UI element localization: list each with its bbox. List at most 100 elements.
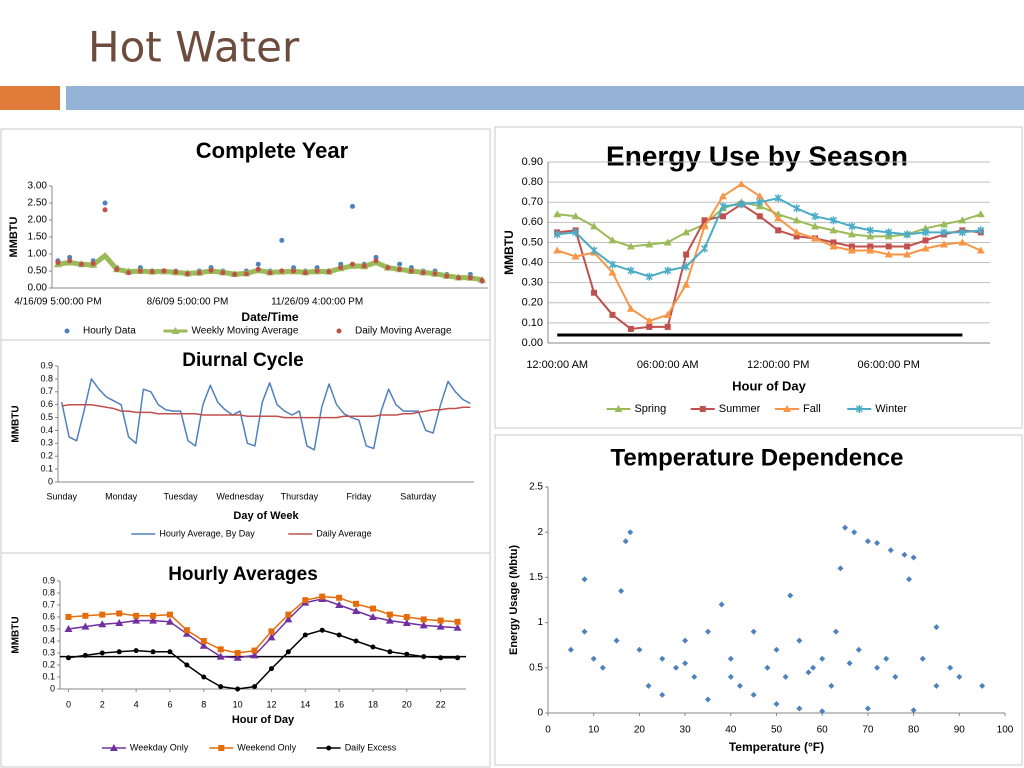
marker xyxy=(572,228,580,237)
marker xyxy=(208,267,214,273)
x-tick-label: Wednesday xyxy=(216,491,264,501)
x-tick-label: 100 xyxy=(997,725,1014,736)
marker xyxy=(700,222,709,230)
marker xyxy=(940,228,948,237)
marker xyxy=(217,646,224,653)
marker xyxy=(553,210,562,218)
marker xyxy=(609,311,616,318)
marker xyxy=(251,647,258,654)
marker xyxy=(892,673,899,680)
marker xyxy=(553,230,561,239)
series-line xyxy=(557,197,981,278)
y-tick-label: 0.1 xyxy=(40,463,53,473)
marker xyxy=(796,637,803,644)
marker xyxy=(819,655,826,662)
x-tick-label: Thursday xyxy=(281,491,319,501)
y-tick-label: 0.1 xyxy=(42,671,55,681)
marker xyxy=(133,648,139,654)
legend-label: Daily Moving Average xyxy=(355,326,452,337)
marker xyxy=(663,238,672,246)
marker xyxy=(149,616,158,624)
marker xyxy=(279,237,285,243)
marker xyxy=(385,616,394,624)
marker xyxy=(837,565,844,572)
x-axis-label: Hour of Day xyxy=(232,714,295,726)
marker xyxy=(829,216,837,225)
marker xyxy=(901,551,908,558)
marker xyxy=(184,662,190,668)
y-tick-label: 0.80 xyxy=(522,176,543,188)
marker xyxy=(102,200,108,206)
marker xyxy=(718,601,725,608)
marker xyxy=(921,244,930,252)
marker xyxy=(243,271,249,277)
marker xyxy=(82,652,88,658)
y-tick-label: 0.5 xyxy=(529,662,543,673)
marker xyxy=(627,266,635,275)
marker xyxy=(199,641,208,649)
marker xyxy=(773,700,780,707)
x-tick-label: 70 xyxy=(862,725,874,736)
marker xyxy=(370,644,376,650)
y-axis-label: MMBTU xyxy=(8,216,20,257)
marker xyxy=(830,239,837,246)
legend-label: Weekday Only xyxy=(130,742,189,752)
marker xyxy=(774,214,783,222)
marker xyxy=(436,622,445,630)
y-tick-label: 0.2 xyxy=(40,451,53,461)
x-tick-label: 4 xyxy=(134,699,139,709)
marker xyxy=(618,587,625,594)
marker xyxy=(636,646,643,653)
marker xyxy=(645,272,653,281)
marker xyxy=(701,217,708,224)
marker xyxy=(336,594,343,601)
marker xyxy=(335,601,344,608)
y-tick-label: 0 xyxy=(537,708,543,719)
marker xyxy=(444,273,450,279)
marker xyxy=(216,652,225,660)
x-tick-label: 06:00:00 PM xyxy=(858,359,920,371)
marker xyxy=(691,673,698,680)
marker xyxy=(756,198,764,207)
marker xyxy=(319,627,325,633)
marker xyxy=(903,230,911,239)
marker xyxy=(646,323,653,330)
marker xyxy=(268,666,274,672)
marker xyxy=(663,310,672,318)
marker xyxy=(201,674,207,680)
marker xyxy=(352,607,361,614)
x-axis-label: Hour of Day xyxy=(732,378,806,393)
x-axis-label: Temperature (°F) xyxy=(729,740,824,754)
chart-panel xyxy=(0,552,491,768)
marker xyxy=(847,246,856,254)
legend-label: Daily Average xyxy=(316,528,371,538)
y-axis-label: MMBTU xyxy=(502,230,516,275)
marker xyxy=(267,633,276,641)
marker xyxy=(719,202,727,211)
marker xyxy=(750,628,757,635)
x-axis-label: Day of Week xyxy=(233,510,299,522)
marker xyxy=(220,270,226,276)
marker xyxy=(285,611,292,618)
marker xyxy=(848,243,855,250)
x-tick-label: 22 xyxy=(436,699,446,709)
marker xyxy=(851,529,858,536)
marker xyxy=(887,547,894,554)
marker xyxy=(947,664,954,671)
marker xyxy=(599,664,606,671)
marker xyxy=(828,682,835,689)
marker xyxy=(419,621,428,629)
marker xyxy=(933,624,940,631)
legend-label: Hourly Data xyxy=(83,326,136,337)
legend-label: Daily Excess xyxy=(345,742,397,752)
y-tick-label: 0.60 xyxy=(522,216,543,228)
x-tick-label: 0 xyxy=(66,699,71,709)
marker xyxy=(397,266,403,272)
legend-label: Summer xyxy=(719,403,761,415)
x-tick-label: 6 xyxy=(167,699,172,709)
marker xyxy=(250,651,259,659)
x-tick-label: 10 xyxy=(588,725,600,736)
marker xyxy=(976,210,985,218)
marker xyxy=(864,705,871,712)
y-tick-label: 0.20 xyxy=(522,297,543,309)
